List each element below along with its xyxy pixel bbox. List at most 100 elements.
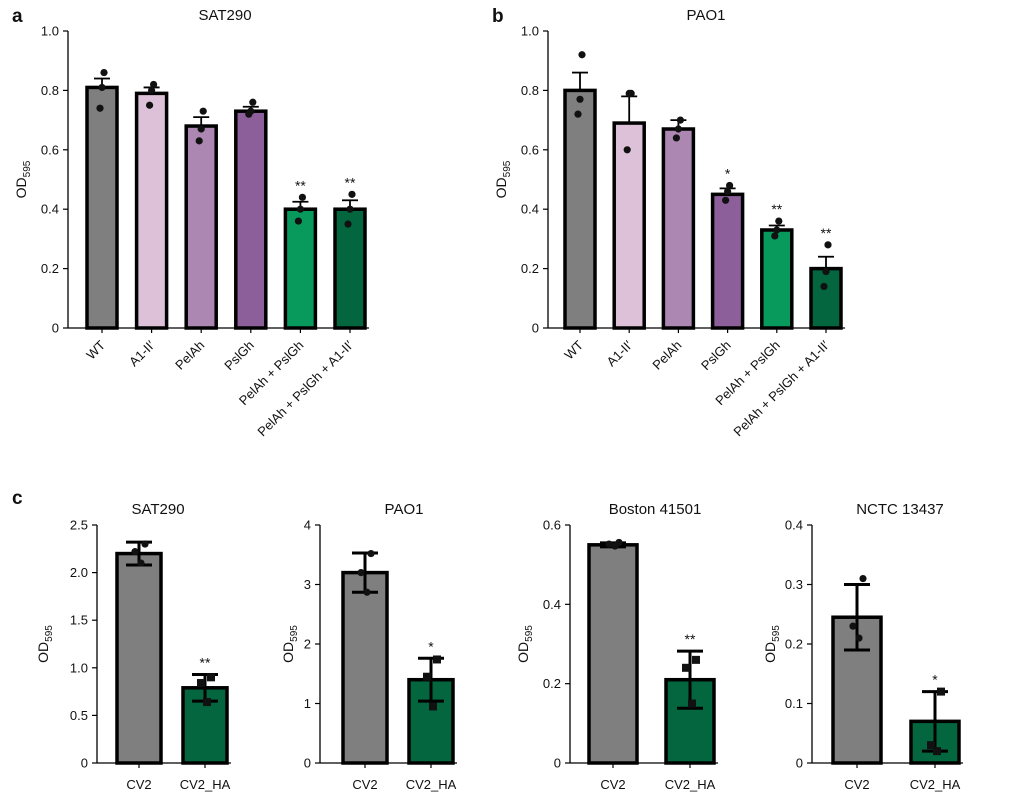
y-tick-label: 0.2 [521,261,539,276]
data-point [849,622,857,630]
data-point [296,205,304,213]
x-tick-label: A1-II′ [126,337,158,369]
data-point [578,51,586,59]
data-point [294,217,302,225]
data-point [363,588,371,596]
significance-label: ** [821,225,832,241]
y-tick-label: 1.5 [70,613,88,628]
data-point [357,569,365,577]
x-tick-label: A1-II′ [604,337,636,369]
x-tick-label: PelAh + PslGh + A1-II′ [254,337,356,439]
data-point [822,267,830,276]
data-point [937,687,945,696]
data-point [859,574,867,583]
y-axis-label: OD595 [515,625,535,663]
data-point [96,104,104,112]
y-tick-label: 0.6 [521,142,539,157]
data-point [203,698,211,707]
y-tick-label: 1 [304,696,311,711]
chart-2: SAT290 0 0.5 1.0 1.5 2.0 2.5 OD595 CV2 ** CV2_HA [35,501,231,792]
x-tick-label: CV2_HA [180,777,231,792]
bar [710,192,745,330]
y-tick-label: 0.2 [41,261,59,276]
data-point [688,699,696,708]
data-point [100,68,108,77]
x-tick-label: CV2_HA [406,777,457,792]
y-tick-label: 0.4 [41,202,59,217]
chart-title: SAT290 [131,501,184,518]
y-axis-label-sub: 595 [502,160,513,177]
y-tick-label: 0.5 [70,708,88,723]
data-point [672,134,681,142]
data-point [245,110,253,118]
data-point [625,89,633,97]
chart-title: PAO1 [385,501,424,518]
y-axis-label: OD595 [35,625,55,663]
significance-label: ** [200,654,211,670]
data-point [820,282,828,291]
chart-4: Boston 41501 0 0.2 0.4 0.6 OD595 CV2 ** CV2_HA [515,501,718,792]
data-point [623,146,631,154]
y-axis-label-main: OD [280,642,296,663]
y-axis-label: OD595 [762,625,782,663]
chart-title: PAO1 [687,7,726,24]
y-tick-label: 0.3 [785,577,803,592]
y-tick-label: 0.1 [785,696,803,711]
y-tick-label: 0.6 [543,518,561,533]
y-axis-label-main: OD [13,177,29,198]
bar [85,85,119,330]
data-point [724,187,732,195]
data-point [682,663,690,672]
bar [341,570,389,765]
data-point [199,107,207,115]
x-tick-label: CV2_HA [665,777,716,792]
y-axis-label-sub: 595 [44,625,55,642]
y-tick-label: 2 [304,637,311,652]
x-tick-label: WT [561,337,586,362]
x-tick-label: PelAh + PslGh + A1-II′ [730,337,832,439]
y-axis-label-main: OD [515,642,531,663]
y-tick-label: 0 [532,321,539,336]
data-point [605,540,613,548]
data-point [249,98,257,106]
data-point [195,137,203,145]
y-tick-label: 4 [304,518,311,533]
significance-label: ** [295,177,306,193]
x-tick-label: PslGh [221,338,257,374]
y-tick-label: 0.4 [521,202,539,217]
chart-5: NCTC 13437 0 0.1 0.2 0.3 0.4 OD595 CV2 * CV2_HA [762,501,963,792]
bar [563,88,597,330]
y-tick-label: 2.0 [70,565,88,580]
data-point [207,673,215,682]
y-tick-label: 1.0 [70,660,88,675]
x-tick-label: PslGh [698,338,734,374]
bar [809,266,843,330]
bar [115,551,163,765]
data-point [298,193,306,201]
y-axis-label-main: OD [762,642,778,663]
data-point [855,634,863,642]
y-tick-label: 0.8 [521,83,539,98]
y-axis-label-main: OD [35,642,51,663]
y-tick-label: 0.6 [41,142,59,157]
x-tick-label: PelAh [649,338,684,373]
data-point [433,655,441,664]
data-point [933,747,941,756]
y-axis-label-sub: 595 [524,625,535,642]
data-point [367,549,375,558]
data-point [98,83,106,92]
data-point [146,101,154,109]
y-tick-label: 0 [796,756,803,771]
data-point [429,702,437,711]
data-point [348,190,356,198]
bar [234,109,268,330]
bar [661,127,696,330]
x-tick-label: CV2_HA [910,777,961,792]
data-point [692,655,700,664]
y-axis-label-sub: 595 [771,625,782,642]
y-tick-label: 0 [81,756,88,771]
y-axis-label: OD595 [13,160,33,198]
y-axis-label-sub: 595 [22,160,33,177]
